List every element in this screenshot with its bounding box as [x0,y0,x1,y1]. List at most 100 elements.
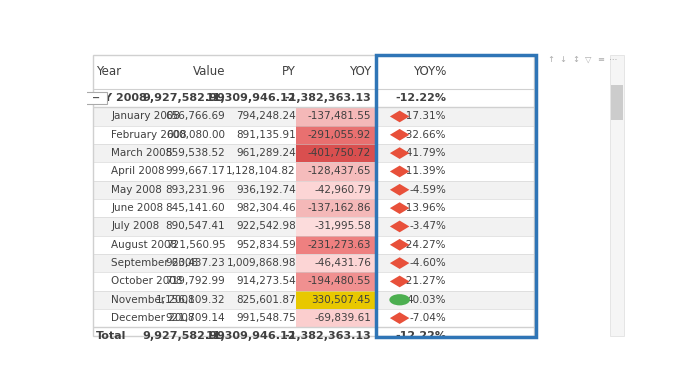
FancyBboxPatch shape [296,272,375,291]
Polygon shape [390,257,410,269]
Polygon shape [390,166,410,177]
FancyBboxPatch shape [93,162,534,180]
Text: 991,548.75: 991,548.75 [236,313,296,323]
FancyBboxPatch shape [93,180,534,199]
FancyBboxPatch shape [93,89,534,107]
FancyBboxPatch shape [296,236,375,254]
Text: June 2008: June 2008 [111,203,164,213]
FancyBboxPatch shape [296,217,375,236]
Text: -137,481.55: -137,481.55 [308,111,371,121]
Text: -231,273.63: -231,273.63 [308,240,371,250]
FancyBboxPatch shape [93,107,534,126]
Text: 982,304.46: 982,304.46 [236,203,296,213]
Polygon shape [390,220,410,232]
Text: -42,960.79: -42,960.79 [314,185,371,195]
Text: October 2008: October 2008 [111,276,182,286]
Polygon shape [390,111,410,122]
Text: 825,601.87: 825,601.87 [236,295,296,305]
FancyBboxPatch shape [296,254,375,272]
Text: YOY%: YOY% [412,65,446,78]
Text: -17.31%: -17.31% [403,111,446,121]
Text: YOY: YOY [349,65,371,78]
Text: 1,009,868.98: 1,009,868.98 [226,258,296,268]
FancyBboxPatch shape [296,144,375,162]
Text: 891,135.91: 891,135.91 [236,130,296,140]
Text: January 2008: January 2008 [111,111,180,121]
Text: -4.59%: -4.59% [409,185,446,195]
Text: -11.39%: -11.39% [403,166,446,177]
Text: ↑: ↑ [547,55,554,64]
Text: -291,055.92: -291,055.92 [308,130,371,140]
Text: -128,437.65: -128,437.65 [308,166,371,177]
Text: 893,231.96: 893,231.96 [166,185,225,195]
FancyBboxPatch shape [296,199,375,217]
Text: 794,248.24: 794,248.24 [236,111,296,121]
Text: Year: Year [96,65,121,78]
Text: 330,507.45: 330,507.45 [312,295,371,305]
Circle shape [389,294,410,305]
Text: 40.03%: 40.03% [407,295,446,305]
Text: 922,542.98: 922,542.98 [236,222,296,232]
Text: February 2008: February 2008 [111,130,187,140]
Text: 9,927,582.99: 9,927,582.99 [143,93,225,103]
Text: -4.60%: -4.60% [409,258,446,268]
Polygon shape [390,276,410,287]
FancyBboxPatch shape [296,126,375,144]
FancyBboxPatch shape [93,254,534,272]
FancyBboxPatch shape [611,84,623,120]
Text: 914,273.54: 914,273.54 [236,276,296,286]
FancyBboxPatch shape [93,272,534,291]
Text: 1,128,104.82: 1,128,104.82 [226,166,296,177]
Text: 963,437.23: 963,437.23 [166,258,225,268]
FancyBboxPatch shape [610,55,624,336]
Text: March 2008: March 2008 [111,148,173,158]
Text: ≡: ≡ [597,55,604,64]
Text: -46,431.76: -46,431.76 [314,258,371,268]
Text: -24.27%: -24.27% [403,240,446,250]
Text: 961,289.24: 961,289.24 [236,148,296,158]
FancyBboxPatch shape [93,126,534,144]
Text: -1,382,363.13: -1,382,363.13 [284,331,371,341]
Text: November 2008: November 2008 [111,295,195,305]
Text: -12.22%: -12.22% [395,93,446,103]
Polygon shape [390,147,410,159]
Text: -32.66%: -32.66% [403,130,446,140]
FancyBboxPatch shape [85,92,108,104]
Text: ⋯: ⋯ [609,55,617,64]
Text: -41.79%: -41.79% [403,148,446,158]
Text: -12.22%: -12.22% [395,331,446,341]
FancyBboxPatch shape [93,144,534,162]
Polygon shape [390,239,410,251]
Text: -401,750.72: -401,750.72 [308,148,371,158]
FancyBboxPatch shape [93,291,534,309]
Text: Total: Total [96,331,127,341]
FancyBboxPatch shape [296,162,375,180]
Text: 600,080.00: 600,080.00 [166,130,225,140]
Text: 559,538.52: 559,538.52 [166,148,225,158]
Polygon shape [390,184,410,195]
Text: ↕: ↕ [572,55,579,64]
Text: 999,667.17: 999,667.17 [166,166,225,177]
Text: -21.27%: -21.27% [403,276,446,286]
FancyBboxPatch shape [296,291,375,309]
Text: PY: PY [282,65,296,78]
Text: 656,766.69: 656,766.69 [166,111,225,121]
Text: 721,560.95: 721,560.95 [166,240,225,250]
FancyBboxPatch shape [296,309,375,327]
Text: August 2008: August 2008 [111,240,178,250]
Text: May 2008: May 2008 [111,185,162,195]
FancyBboxPatch shape [296,180,375,199]
Text: -7.04%: -7.04% [409,313,446,323]
Polygon shape [390,129,410,141]
Text: 936,192.74: 936,192.74 [236,185,296,195]
Text: -31,995.58: -31,995.58 [314,222,371,232]
Text: −: − [92,93,100,103]
Text: Value: Value [193,65,225,78]
Text: ▽: ▽ [584,55,591,64]
Text: -137,162.86: -137,162.86 [308,203,371,213]
Text: -3.47%: -3.47% [409,222,446,232]
Text: July 2008: July 2008 [111,222,159,232]
Text: CY 2008: CY 2008 [96,93,147,103]
Text: 11,309,946.12: 11,309,946.12 [206,93,296,103]
Text: 890,547.41: 890,547.41 [166,222,225,232]
